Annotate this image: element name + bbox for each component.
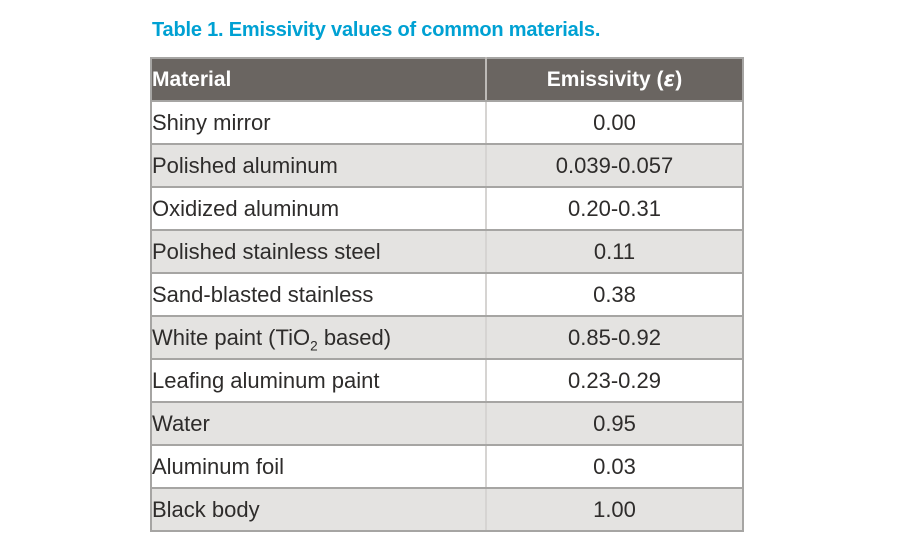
table-row: Polished aluminum 0.039-0.057	[150, 143, 744, 188]
material-cell: Leafing aluminum paint	[150, 358, 487, 403]
emissivity-cell: 0.85-0.92	[486, 315, 744, 360]
table-row: Oxidized aluminum 0.20-0.31	[150, 186, 744, 231]
material-cell: White paint (TiO2 based)	[150, 315, 487, 360]
material-column-header: Material	[150, 57, 487, 102]
emissivity-cell: 0.03	[486, 444, 744, 489]
table-row: Leafing aluminum paint 0.23-0.29	[150, 358, 744, 403]
material-cell: Shiny mirror	[150, 100, 487, 145]
emissivity-cell: 0.039-0.057	[486, 143, 744, 188]
material-cell: Polished stainless steel	[150, 229, 487, 274]
table-header: Material Emissivity (ε)	[150, 57, 744, 102]
table-row: White paint (TiO2 based) 0.85-0.92	[150, 315, 744, 360]
material-cell: Aluminum foil	[150, 444, 487, 489]
emissivity-cell: 0.23-0.29	[486, 358, 744, 403]
epsilon-symbol: ε	[663, 67, 676, 91]
emissivity-table: Material Emissivity (ε) Shiny mirror 0.00…	[150, 57, 744, 532]
material-cell: Water	[150, 401, 487, 446]
table-row: Shiny mirror 0.00	[150, 100, 744, 145]
material-cell: Polished aluminum	[150, 143, 487, 188]
material-cell: Black body	[150, 487, 487, 532]
table-row: Aluminum foil 0.03	[150, 444, 744, 489]
table-row: Sand-blasted stainless 0.38	[150, 272, 744, 317]
emissivity-column-header: Emissivity (ε)	[486, 57, 744, 102]
emissivity-header-close: )	[675, 68, 683, 91]
table-row: Black body 1.00	[150, 487, 744, 532]
table-row: Water 0.95	[150, 401, 744, 446]
emissivity-header-text: Emissivity (	[546, 68, 664, 91]
emissivity-cell: 0.00	[486, 100, 744, 145]
emissivity-cell: 1.00	[486, 487, 744, 532]
header-row: Material Emissivity (ε)	[150, 57, 744, 102]
table-row: Polished stainless steel 0.11	[150, 229, 744, 274]
emissivity-cell: 0.95	[486, 401, 744, 446]
emissivity-cell: 0.20-0.31	[486, 186, 744, 231]
emissivity-cell: 0.38	[486, 272, 744, 317]
emissivity-cell: 0.11	[486, 229, 744, 274]
table-title: Table 1. Emissivity values of common mat…	[152, 19, 601, 41]
table-body: Shiny mirror 0.00 Polished aluminum 0.039-0…	[150, 100, 744, 532]
material-cell: Sand-blasted stainless	[150, 272, 487, 317]
material-cell: Oxidized aluminum	[150, 186, 487, 231]
